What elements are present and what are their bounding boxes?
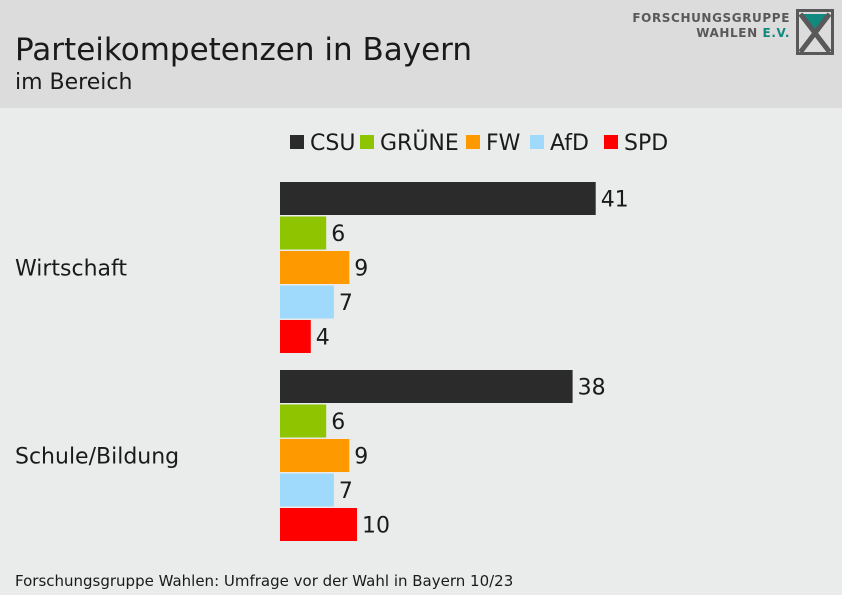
page-title: Parteikompetenzen in Bayern <box>15 32 473 68</box>
logo-line-2-main: WAHLEN <box>696 26 758 40</box>
bars <box>280 182 596 541</box>
value-label-wirtschaft-afd: 7 <box>339 291 353 316</box>
logo-line-1: FORSCHUNGSGRUPPE <box>632 11 790 25</box>
bar-wirtschaft-csu <box>280 182 596 215</box>
bar-wirtschaft-fw <box>280 251 350 284</box>
legend-swatch-csu <box>290 135 304 149</box>
chart-legend: CSU GRÜNE FW AfD SPD <box>290 130 668 156</box>
value-label-wirtschaft-gr-ne: 6 <box>331 222 345 247</box>
x-ballot-icon <box>796 9 834 55</box>
bar-schule-bildung-fw <box>280 439 350 472</box>
header-band: Parteikompetenzen in Bayern im Bereich F… <box>0 0 842 108</box>
value-label-schule-bildung-gr-ne: 6 <box>331 410 345 435</box>
legend-swatch-spd <box>604 135 618 149</box>
logo-line-2-suffix: E.V. <box>762 26 790 40</box>
legend-swatch-afd <box>530 135 544 149</box>
category-labels: Wirtschaft Schule/Bildung <box>15 257 179 470</box>
legend-label-spd: SPD <box>624 131 668 156</box>
bar-schule-bildung-gr-ne <box>280 404 327 438</box>
bar-wirtschaft-spd <box>280 320 311 353</box>
category-label-schule-bildung: Schule/Bildung <box>15 445 179 470</box>
logo-wordmark: FORSCHUNGSGRUPPE WAHLEN E.V. <box>618 11 790 41</box>
bar-wirtschaft-gr-ne <box>280 216 327 250</box>
value-label-schule-bildung-csu: 38 <box>578 376 606 401</box>
bar-schule-bildung-spd <box>280 508 357 541</box>
legend-label-fw: FW <box>486 131 521 156</box>
legend-label-csu: CSU <box>310 131 355 156</box>
bar-wirtschaft-afd <box>280 285 334 319</box>
logo-line-2: WAHLEN E.V. <box>618 26 790 41</box>
value-label-schule-bildung-fw: 9 <box>354 445 368 470</box>
bar-schule-bildung-csu <box>280 370 573 403</box>
source-note: Forschungsgruppe Wahlen: Umfrage vor der… <box>15 572 514 590</box>
legend-swatch-fw <box>466 135 480 149</box>
legend-label-afd: AfD <box>550 131 589 156</box>
value-label-wirtschaft-spd: 4 <box>316 326 330 351</box>
category-label-wirtschaft: Wirtschaft <box>15 257 127 282</box>
value-label-wirtschaft-csu: 41 <box>601 188 629 213</box>
bar-chart: CSU GRÜNE FW AfD SPD Wirtschaft Schule/Bildun… <box>15 130 668 541</box>
legend-swatch-gr-ne <box>360 135 374 149</box>
page-subtitle: im Bereich <box>15 70 133 95</box>
bar-schule-bildung-afd <box>280 473 334 507</box>
value-label-wirtschaft-fw: 9 <box>354 257 368 282</box>
value-label-schule-bildung-afd: 7 <box>339 479 353 504</box>
legend-label-gr-ne: GRÜNE <box>380 130 459 156</box>
value-label-schule-bildung-spd: 10 <box>362 514 390 539</box>
